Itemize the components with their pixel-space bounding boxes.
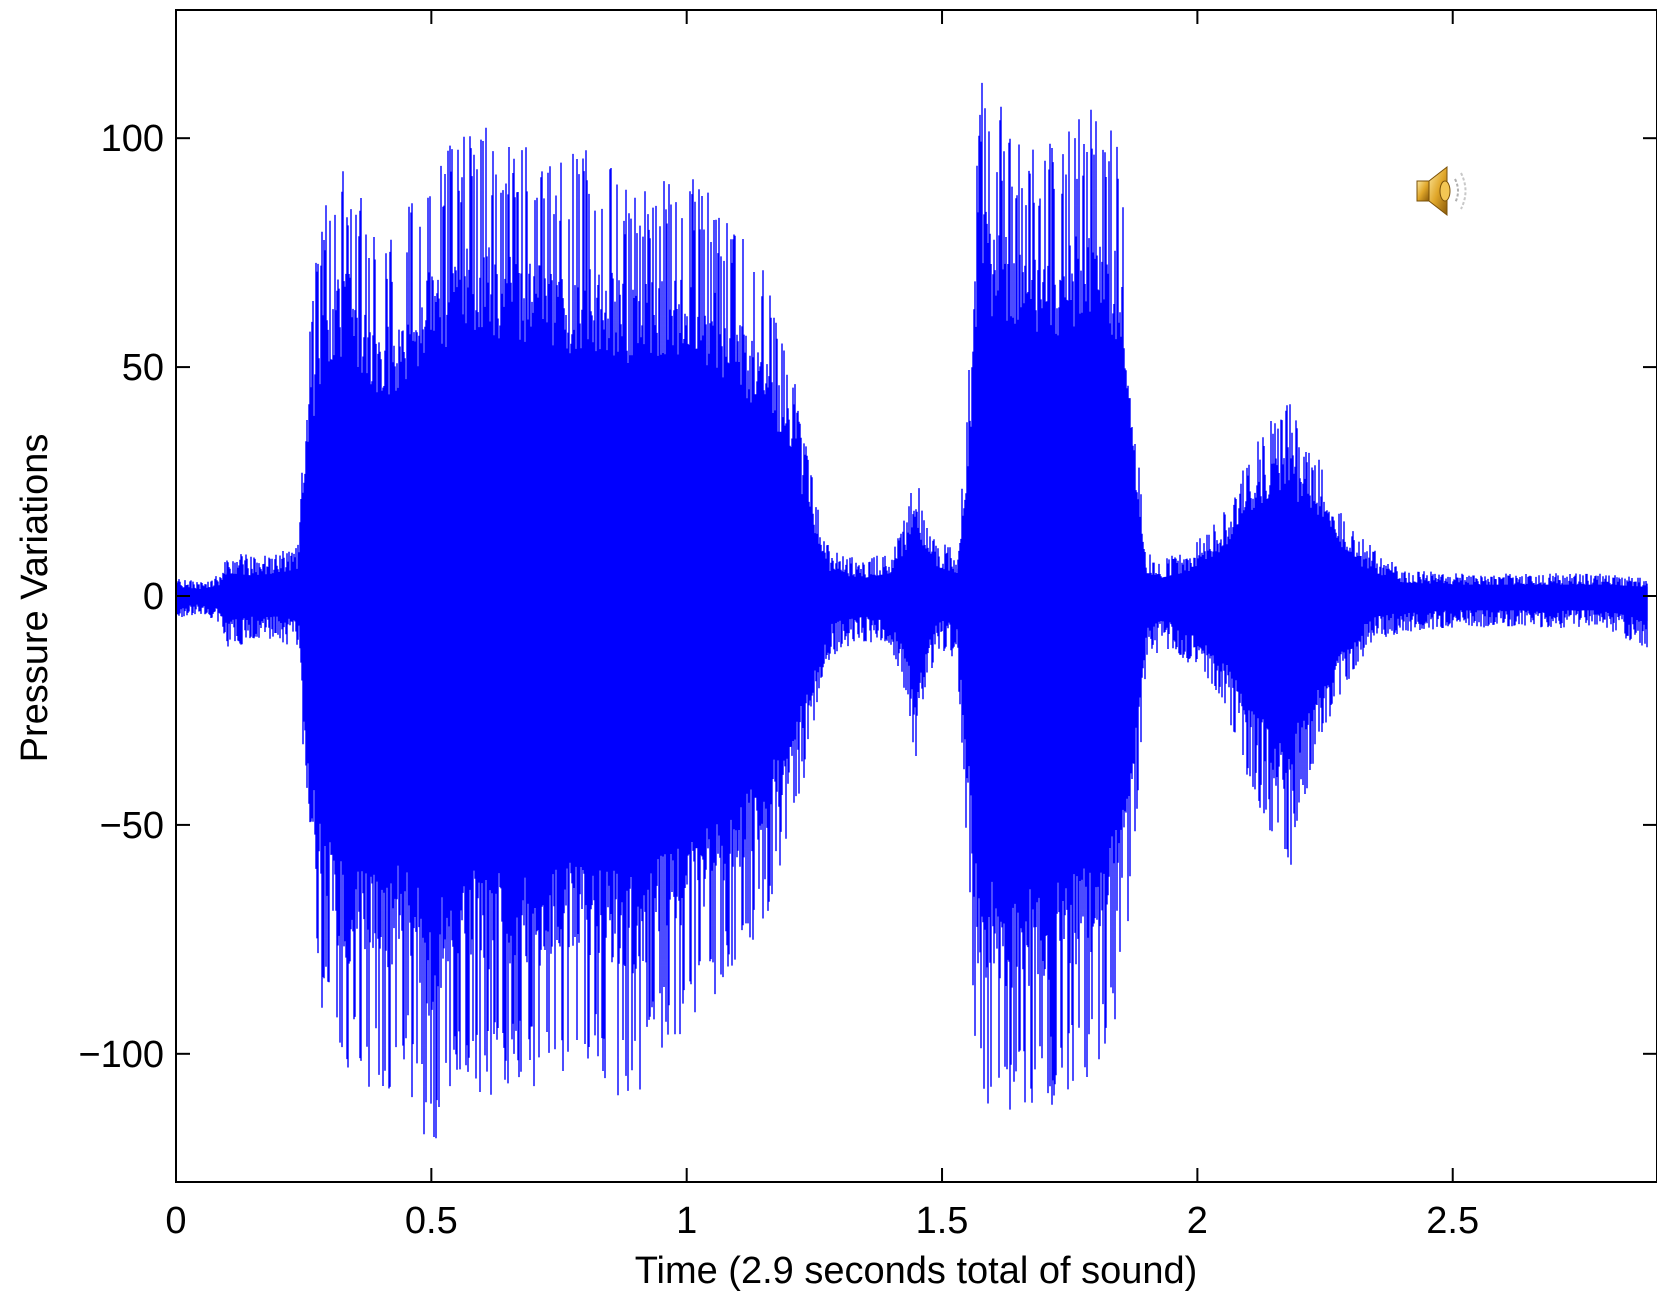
waveform-series [175,82,1648,1139]
x-tick-label-1: 0.5 [405,1200,458,1242]
y-tick-label-2: 0 [143,576,164,618]
x-tick-label-2: 1 [676,1200,697,1242]
x-tick-label-3: 1.5 [916,1200,969,1242]
x-tick-label-4: 2 [1187,1200,1208,1242]
x-tick-label-5: 2.5 [1426,1200,1479,1242]
waveform-core [175,332,1648,853]
y-tick-label-3: −50 [100,805,164,847]
y-tick-label-4: −100 [78,1034,164,1076]
y-tick-label-1: 50 [122,347,164,389]
speaker-icon[interactable] [1416,165,1467,217]
axis-ticks [175,10,1657,1182]
y-axis-label: Pressure Variations [14,434,56,763]
y-tick-labels: 100 50 0 −50 −100 [78,118,164,1076]
y-tick-label-0: 100 [101,118,164,160]
x-tick-labels: 0 0.5 1 1.5 2 2.5 [165,1200,1479,1242]
x-tick-label-0: 0 [165,1200,186,1242]
x-axis-label: Time (2.9 seconds total of sound) [635,1250,1198,1292]
